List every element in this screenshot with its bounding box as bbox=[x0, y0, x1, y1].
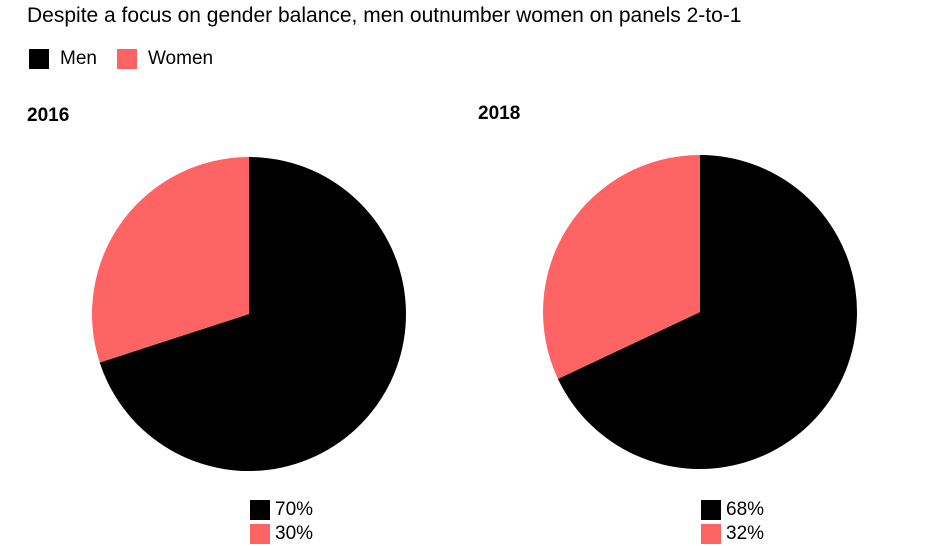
percent-label-row: 68% bbox=[701, 498, 764, 522]
percent-swatch-men bbox=[250, 500, 270, 520]
pie-slice-men-2018 bbox=[557, 155, 857, 469]
legend: Men Women bbox=[29, 48, 233, 70]
pie-slice-women-2016 bbox=[91, 157, 249, 363]
pie-slice-women-2018 bbox=[543, 155, 700, 379]
percent-label-women-2018: 32% bbox=[726, 523, 765, 544]
percent-label-row: 70% bbox=[250, 498, 313, 522]
percent-swatch-women bbox=[701, 524, 721, 544]
panel-title-2018: 2018 bbox=[478, 103, 521, 124]
pie-chart-2018 bbox=[543, 155, 857, 469]
panel-title-2016: 2016 bbox=[27, 105, 70, 126]
percent-label-women-2016: 30% bbox=[275, 523, 314, 544]
percent-labels-2018: 68% 32% bbox=[701, 498, 764, 546]
legend-item-men: Men bbox=[29, 48, 97, 70]
percent-swatch-women bbox=[250, 524, 270, 544]
percent-label-men-2016: 70% bbox=[275, 499, 314, 520]
percent-swatch-men bbox=[701, 500, 721, 520]
pie-slice-men-2016 bbox=[99, 157, 406, 471]
legend-swatch-men bbox=[29, 49, 49, 69]
percent-label-row: 32% bbox=[701, 522, 764, 546]
legend-label-women: Women bbox=[147, 48, 214, 69]
legend-label-men: Men bbox=[60, 48, 97, 69]
percent-label-men-2018: 68% bbox=[726, 499, 765, 520]
pie-chart-2016 bbox=[91, 157, 406, 471]
legend-item-women: Women bbox=[116, 48, 214, 70]
legend-swatch-women bbox=[116, 49, 137, 69]
percent-label-row: 30% bbox=[250, 522, 313, 546]
percent-labels-2016: 70% 30% bbox=[250, 498, 313, 546]
chart-title: Despite a focus on gender balance, men o… bbox=[27, 4, 742, 27]
